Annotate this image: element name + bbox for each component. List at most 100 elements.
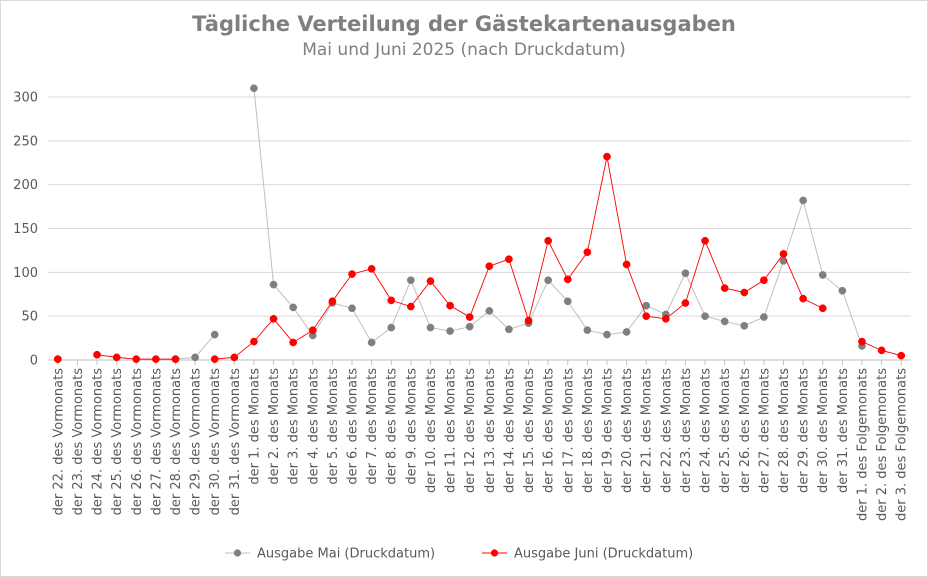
x-tick-label: der 3. des Monats xyxy=(287,368,302,485)
x-tick-label: der 10. des Monats xyxy=(424,368,439,493)
data-point xyxy=(505,325,513,334)
x-tick-label: der 9. des Monats xyxy=(404,368,419,485)
x-tick-label: der 12. des Monats xyxy=(463,368,478,493)
data-point xyxy=(642,301,651,310)
x-tick-label: der 14. des Monats xyxy=(502,368,517,493)
y-tick-label: 150 xyxy=(13,222,38,237)
data-point xyxy=(289,338,298,347)
x-tick-label: der 28. des Monats xyxy=(777,368,792,493)
x-tick-label: der 30. des Monats xyxy=(816,368,831,493)
data-point xyxy=(681,269,690,278)
data-point xyxy=(93,350,101,359)
x-tick-label: der 2. des Folgemonats xyxy=(875,368,890,521)
data-point xyxy=(465,313,474,321)
x-tick-label: der 7. des Monats xyxy=(365,368,380,485)
series-1 xyxy=(53,84,866,363)
data-point xyxy=(308,326,317,335)
data-point xyxy=(720,317,729,326)
data-point xyxy=(171,355,180,363)
x-tick-label: der 2. des Monats xyxy=(267,368,282,485)
x-tick-label: der 19. des Monats xyxy=(600,368,615,493)
data-point xyxy=(328,297,337,306)
x-tick-label: der 15. des Monats xyxy=(522,368,537,493)
x-tick-label: der 6. des Monats xyxy=(346,368,361,485)
x-tick-label: der 31. des Vormonats xyxy=(228,368,243,516)
chart-subtitle: Mai und Juni 2025 (nach Druckdatum) xyxy=(302,40,626,60)
data-point xyxy=(210,355,219,363)
data-point xyxy=(387,296,396,305)
data-point xyxy=(152,355,160,363)
data-point xyxy=(269,314,278,323)
data-point xyxy=(818,304,827,313)
x-tick-label: der 29. des Vormonats xyxy=(189,368,204,516)
data-point xyxy=(681,299,690,307)
data-point xyxy=(563,275,572,284)
x-tick-label: der 24. des Monats xyxy=(699,368,714,493)
legend-label: Ausgabe Mai (Druckdatum) xyxy=(257,547,435,562)
data-point xyxy=(877,346,886,355)
data-point xyxy=(799,294,807,303)
x-tick-label: der 1. des Folgemonats xyxy=(855,368,870,521)
x-tick-label: der 24. des Vormonats xyxy=(91,368,106,516)
x-tick-label: der 16. des Monats xyxy=(542,368,557,493)
data-point xyxy=(622,260,631,269)
x-tick-label: der 3. des Folgemonats xyxy=(895,368,910,521)
x-tick-label: der 13. des Monats xyxy=(483,368,498,493)
x-tick-label: der 22. des Vormonats xyxy=(51,368,66,516)
data-point xyxy=(563,297,572,306)
data-point xyxy=(858,337,866,346)
y-tick-label: 100 xyxy=(13,266,38,281)
data-point xyxy=(132,355,141,363)
data-point xyxy=(505,255,513,264)
x-tick-label: der 5. des Monats xyxy=(326,368,341,485)
data-point xyxy=(250,84,258,93)
data-point xyxy=(897,351,906,360)
data-point xyxy=(407,302,415,311)
x-axis: der 22. des Vormonats der 23. des Vormona… xyxy=(51,360,910,521)
y-tick-label: 300 xyxy=(13,91,38,106)
x-tick-label: der 27. des Vormonats xyxy=(149,368,164,516)
y-tick-label: 0 xyxy=(30,354,38,369)
data-point xyxy=(426,277,435,285)
data-point xyxy=(426,323,435,332)
data-point xyxy=(524,316,533,325)
x-tick-label: der 21. des Monats xyxy=(640,368,655,493)
x-tick-label: der 28. des Vormonats xyxy=(169,368,184,516)
y-tick-label: 200 xyxy=(13,178,38,193)
data-point xyxy=(583,326,592,335)
x-tick-label: der 31. des Monats xyxy=(836,368,851,493)
x-tick-label: der 4. des Monats xyxy=(306,368,321,485)
data-point xyxy=(701,312,709,321)
series-line xyxy=(214,156,823,360)
data-point xyxy=(210,330,219,339)
legend-label: Ausgabe Juni (Druckdatum) xyxy=(514,547,693,562)
data-point xyxy=(485,307,494,315)
data-point xyxy=(779,250,788,258)
data-point xyxy=(348,304,356,313)
gridlines xyxy=(48,96,911,361)
data-point xyxy=(544,236,552,245)
x-tick-label: der 17. des Monats xyxy=(561,368,576,493)
data-point xyxy=(446,301,454,310)
data-point xyxy=(661,314,670,323)
x-tick-label: der 1. des Monats xyxy=(247,368,262,485)
data-point xyxy=(387,323,396,332)
x-tick-label: der 8. des Monats xyxy=(385,368,400,485)
data-point xyxy=(603,330,611,339)
x-tick-label: der 18. des Monats xyxy=(581,368,596,493)
chart-title: Tägliche Verteilung der Gästekartenausga… xyxy=(192,12,736,36)
data-point xyxy=(407,276,415,285)
data-point xyxy=(622,328,631,336)
data-point xyxy=(760,276,768,285)
x-tick-label: der 29. des Monats xyxy=(797,368,812,493)
data-point xyxy=(701,236,709,245)
x-tick-label: der 30. des Vormonats xyxy=(208,368,223,516)
data-point xyxy=(740,288,749,297)
data-point xyxy=(446,327,454,335)
data-point xyxy=(250,337,258,346)
data-point xyxy=(838,286,847,295)
data-point xyxy=(818,271,827,279)
data-point xyxy=(583,248,592,257)
series-2 xyxy=(53,152,906,363)
